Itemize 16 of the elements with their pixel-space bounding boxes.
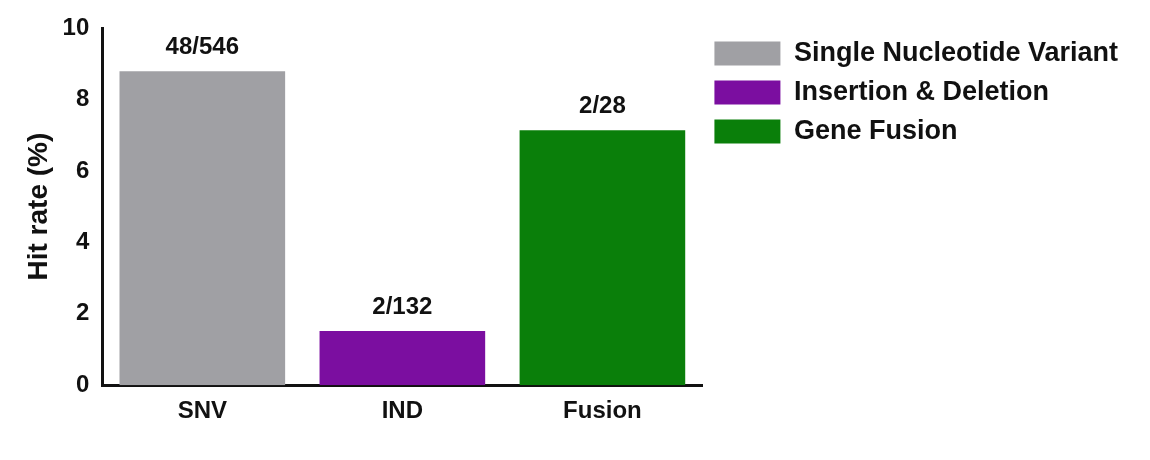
y-tick-label: 8 [75,84,90,112]
legend-label: Gene Fusion [793,114,958,145]
y-axis-title: Hit rate (%) [21,132,53,281]
data-label: 48/546 [165,31,240,59]
x-tick-label: SNV [177,396,227,424]
legend-label: Single Nucleotide Variant [793,36,1119,67]
y-tick-label: 2 [75,298,90,326]
y-tick-label: 10 [62,12,90,40]
data-label: 2/132 [372,291,433,319]
x-tick-label: Fusion [563,396,642,424]
x-tick-label: IND [381,396,424,424]
y-tick-label: 4 [75,226,90,254]
y-tick-label: 0 [75,369,90,397]
legend-label: Insertion & Deletion [793,75,1049,106]
y-tick-label: 6 [75,155,90,183]
data-label: 2/28 [579,90,626,118]
